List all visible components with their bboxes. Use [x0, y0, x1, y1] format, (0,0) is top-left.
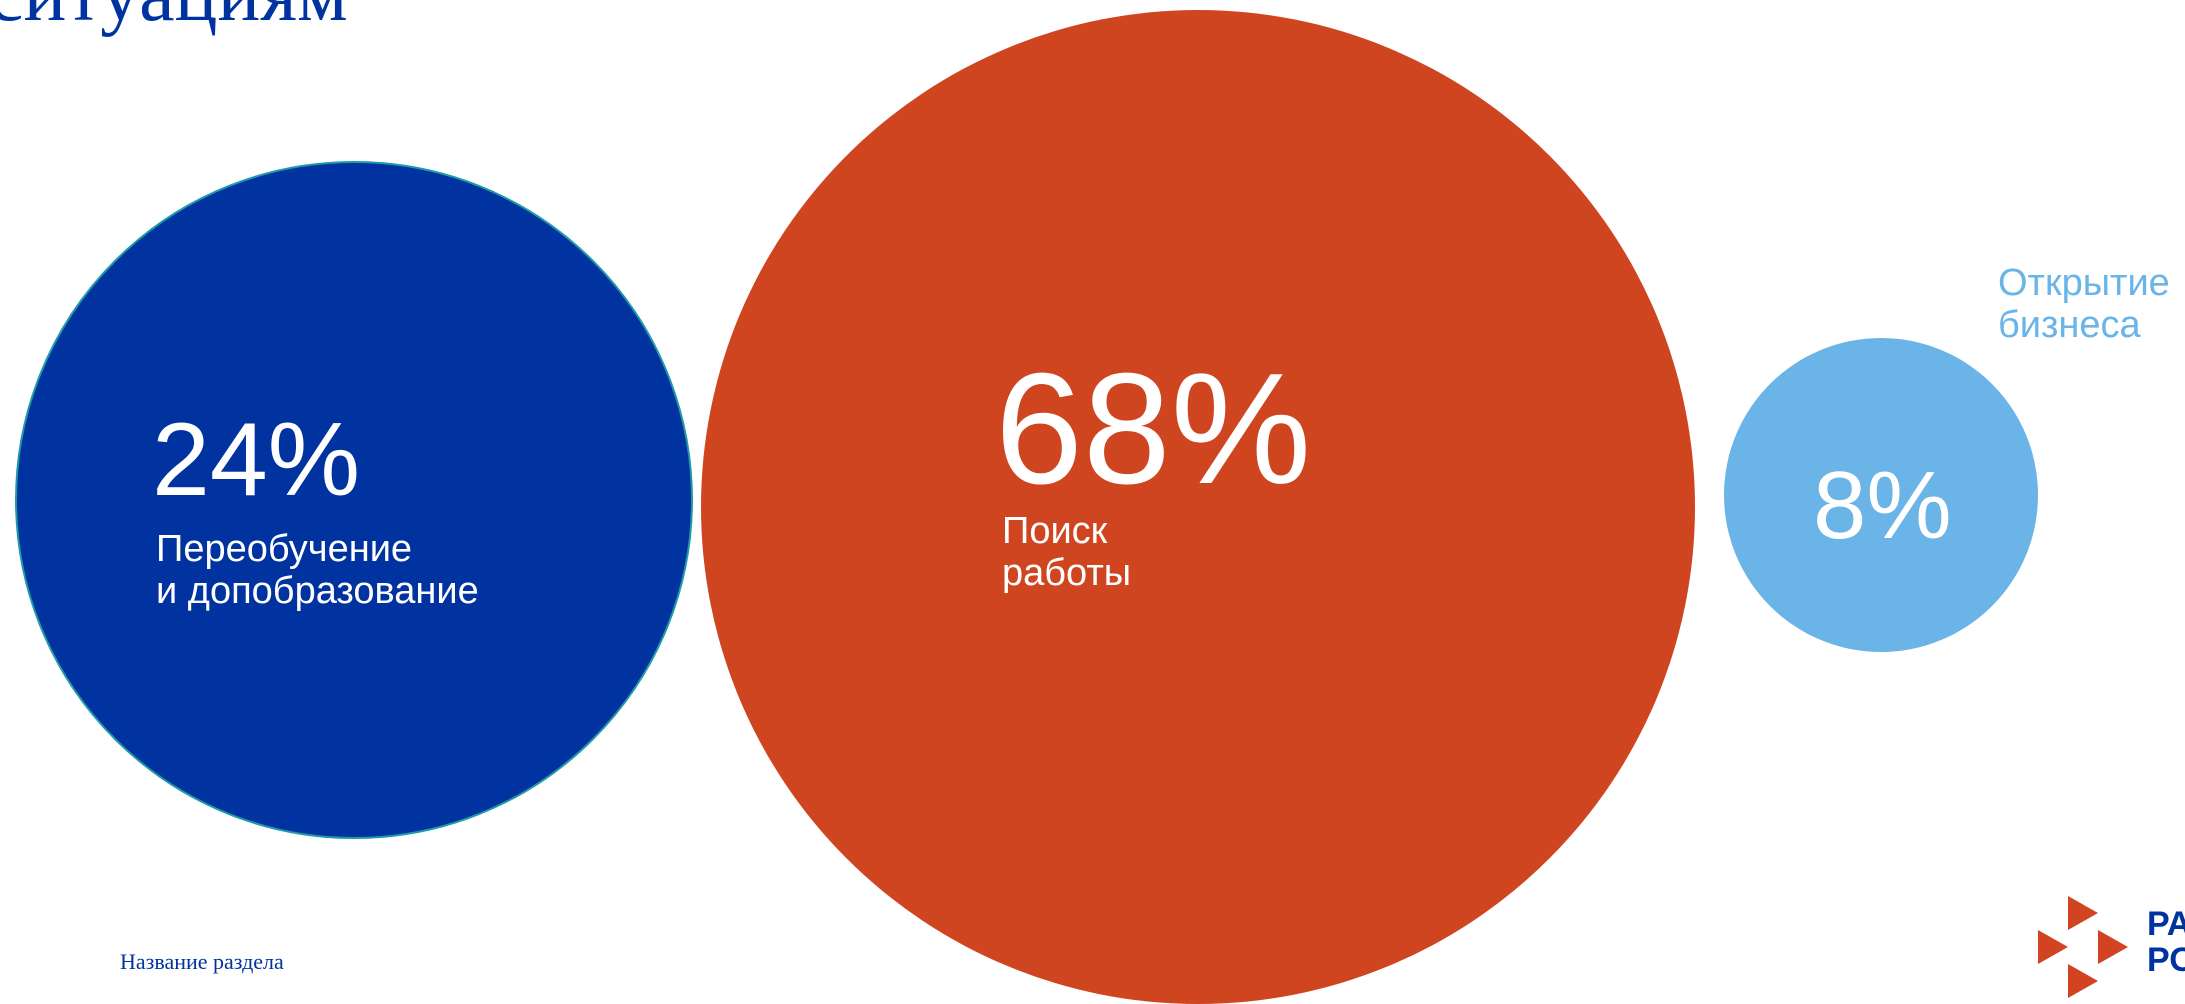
section-name: Название раздела	[120, 949, 284, 974]
bubble-retraining	[15, 161, 693, 839]
logo-text: РА РО	[2147, 905, 2185, 979]
bubble-value-business-opening: 8%	[1813, 452, 1952, 559]
bubble-value-job-search: 68%	[995, 341, 1312, 517]
bubble-value-retraining: 24%	[152, 402, 361, 518]
bubble-label-job-search: Поиск работы	[1002, 510, 1132, 594]
bubble-label-business-opening: Открытие бизнеса	[1998, 262, 2170, 346]
slide-title: ситуациям	[0, 0, 348, 34]
bubble-business-opening	[1724, 338, 2038, 652]
logo-arrows-icon	[2038, 896, 2128, 998]
logo: РА РО	[2032, 892, 2185, 1004]
bubble-label-retraining: Переобучение и допобразование	[156, 528, 479, 612]
bubble-job-search	[701, 10, 1695, 1004]
